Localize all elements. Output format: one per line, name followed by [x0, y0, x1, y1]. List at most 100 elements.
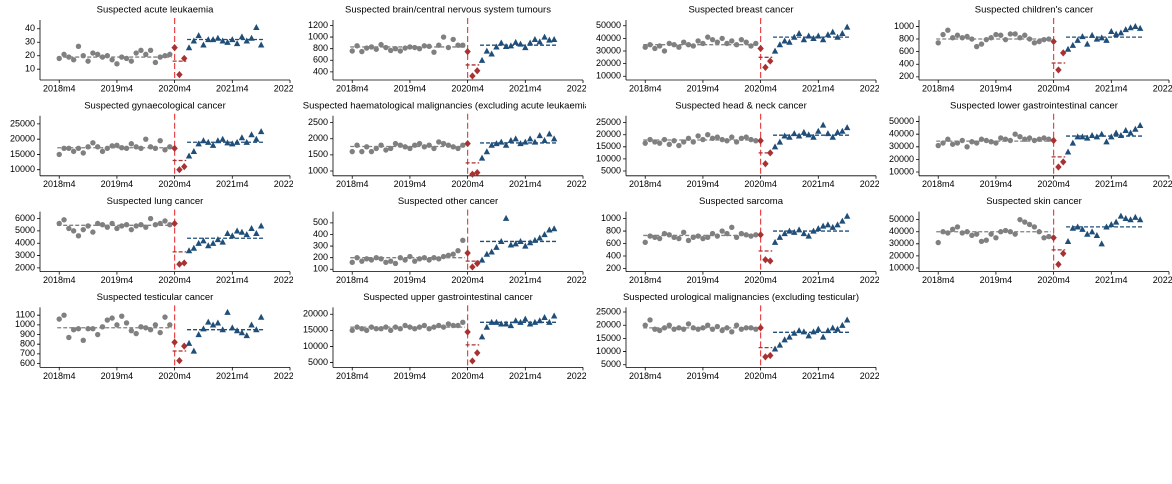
y-tick-label: 20000 — [596, 320, 621, 330]
point — [445, 321, 452, 327]
y-tick-label: 4000 — [15, 238, 35, 248]
y-tick-label: 40000 — [889, 226, 914, 236]
point — [94, 144, 101, 150]
point — [171, 338, 178, 346]
point — [781, 230, 788, 237]
point — [988, 139, 994, 145]
point — [786, 133, 793, 140]
y-tick-label: 10000 — [10, 164, 35, 174]
point — [507, 241, 515, 248]
x-tick-label: 2019m4 — [980, 275, 1013, 285]
y-tick-label: 800 — [606, 225, 621, 235]
chart-title: Suspected other cancer — [398, 196, 498, 207]
point — [257, 128, 265, 135]
y-tick-label: 200 — [606, 263, 621, 273]
point — [800, 230, 808, 237]
point — [1017, 134, 1023, 140]
point — [219, 135, 226, 142]
point — [354, 142, 360, 148]
point — [209, 239, 217, 246]
point — [431, 254, 437, 261]
x-tick-label: 2018m4 — [922, 83, 955, 93]
x-tick-label: 2020m4 — [451, 275, 484, 285]
point — [531, 138, 539, 145]
point — [935, 239, 941, 246]
point — [128, 141, 135, 147]
point — [738, 135, 745, 142]
point — [1079, 133, 1086, 140]
point — [143, 136, 149, 142]
point — [70, 57, 77, 63]
y-tick-label: 20000 — [889, 250, 914, 260]
point — [354, 43, 360, 49]
point — [531, 36, 539, 42]
y-tick-label: 50000 — [596, 20, 621, 30]
point — [412, 142, 418, 148]
point — [1041, 235, 1047, 241]
point — [359, 326, 365, 332]
point — [56, 220, 62, 227]
point — [157, 329, 163, 336]
point — [70, 327, 77, 333]
point — [642, 44, 648, 50]
y-tick-label: 1500 — [308, 149, 328, 159]
point — [488, 141, 495, 148]
point — [680, 139, 687, 145]
x-tick-label: 2022m4 — [860, 275, 893, 285]
point — [676, 235, 682, 242]
point — [219, 326, 226, 333]
point — [80, 53, 86, 59]
y-tick-label: 15000 — [10, 149, 35, 159]
point — [397, 142, 404, 148]
point — [421, 144, 428, 150]
point — [1060, 249, 1067, 258]
point — [488, 50, 495, 57]
point — [676, 142, 682, 149]
point — [152, 322, 159, 328]
point — [666, 232, 672, 238]
x-tick-label: 2022m4 — [274, 83, 307, 93]
point — [1136, 24, 1144, 31]
point — [502, 42, 510, 49]
point — [493, 140, 500, 147]
point — [167, 51, 173, 58]
y-tick-label: 20000 — [303, 309, 328, 319]
point — [757, 137, 764, 145]
point — [1074, 36, 1081, 43]
point — [685, 321, 692, 327]
point — [157, 220, 163, 227]
point — [776, 138, 784, 145]
point — [695, 38, 701, 44]
point — [363, 144, 370, 150]
point — [724, 230, 730, 237]
panel: Suspected head & neck cancer 5000 10000 150… — [596, 100, 879, 189]
point — [162, 218, 168, 224]
point — [238, 228, 246, 235]
point — [680, 326, 687, 332]
point — [147, 144, 154, 150]
y-tick-label: 800 — [899, 33, 914, 43]
point — [455, 145, 461, 152]
x-tick-label: 2021m4 — [1095, 275, 1128, 285]
point — [416, 324, 423, 330]
point — [195, 32, 202, 39]
x-tick-label: 2021m4 — [802, 83, 835, 93]
point — [1002, 36, 1009, 43]
point — [964, 229, 970, 235]
y-tick-label: 2500 — [308, 117, 328, 127]
point — [771, 238, 779, 245]
point — [349, 148, 355, 155]
point — [109, 143, 115, 149]
point — [757, 44, 764, 53]
point — [190, 347, 198, 354]
point — [546, 130, 553, 137]
point — [1002, 227, 1009, 234]
point — [705, 322, 711, 328]
x-tick-label: 2020m4 — [451, 83, 484, 93]
point — [176, 166, 183, 174]
x-tick-label: 2019m4 — [101, 179, 134, 189]
point — [719, 228, 725, 234]
point — [729, 38, 735, 44]
point — [119, 145, 125, 151]
point — [162, 314, 168, 320]
